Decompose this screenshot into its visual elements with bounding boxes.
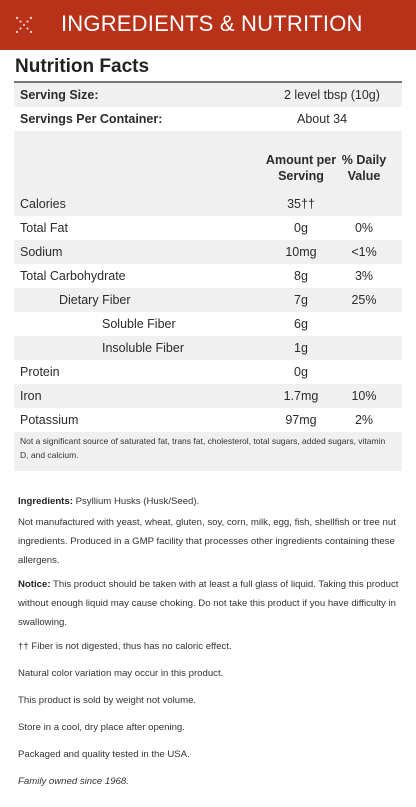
nutrient-row: Calories 35†† [20,197,315,211]
ingredients-value: Psyllium Husks (Husk/Seed). [72,496,200,507]
nutrient-row: Sodium 10mg <1% [20,245,377,259]
nutrition-facts-title: Nutrition Facts [15,56,150,77]
allergen-text: Not manufactured with yeast, wheat, glut… [18,517,396,566]
ingredients-label: Ingredients: [18,496,73,507]
divider [14,81,402,83]
column-header-amount: Amount per Serving [265,153,337,183]
notice-label: Notice: [18,579,51,590]
notice-value: This product should be taken with at lea… [18,579,399,628]
serving-size-value: 2 level tbsp (10g) [284,88,380,102]
ingredients-text: Ingredients: Psyllium Husks (Husk/Seed). [18,492,406,511]
family-note: Family owned since 1968. [18,776,129,787]
nutrient-row: Protein 0g [14,360,402,384]
servings-label: Servings Per Container: [20,112,163,126]
column-header-dv: % Daily Value [341,153,387,183]
notice-text: Notice: This product should be taken wit… [18,575,406,632]
nutrient-row: Total Carbohydrate 8g 3% [14,264,402,288]
fiber-note: †† Fiber is not digested, thus has no ca… [18,641,232,652]
nutrient-row: Iron 1.7mg 10% [20,389,377,403]
packaged-note: Packaged and quality tested in the USA. [18,749,190,760]
sparkle-icon [15,16,33,34]
nutrition-footnote: Not a significant source of saturated fa… [20,436,386,460]
nutrient-table: Amount per Serving % Daily Value Calorie… [14,132,402,471]
serving-size-label: Serving Size: [20,88,99,102]
nutrient-row: Total Fat 0g 0% [14,216,402,240]
serving-size-row: Serving Size: 2 level tbsp (10g) [14,83,402,107]
weight-note: This product is sold by weight not volum… [18,695,197,706]
color-note: Natural color variation may occur in thi… [18,668,224,679]
servings-value: About 34 [297,112,348,126]
nutrient-row: Potassium 97mg 2% [14,408,402,432]
serving-info: Serving Size: 2 level tbsp (10g) Serving… [14,83,402,132]
nutrient-row: Dietary Fiber 7g 25% [59,293,377,307]
section-title: INGREDIENTS & NUTRITION [61,11,363,36]
section-header: INGREDIENTS & NUTRITION [0,0,416,50]
nutrient-row: Soluble Fiber 6g [14,312,402,336]
nutrient-row: Insoluble Fiber 1g [102,341,308,355]
servings-row: Servings Per Container: About 34 [14,107,402,131]
storage-note: Store in a cool, dry place after opening… [18,722,185,733]
